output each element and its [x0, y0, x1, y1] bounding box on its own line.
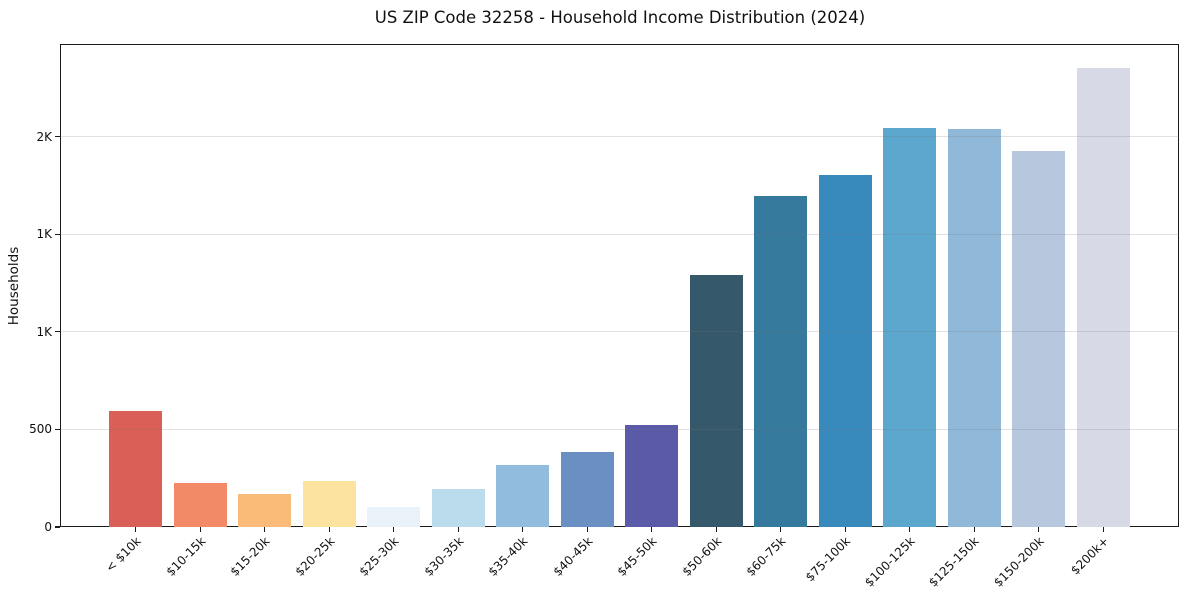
- y-tick-mark: [55, 331, 60, 333]
- x-tick-label-text: $75-100k: [802, 534, 854, 585]
- x-tick-label-text: $50-60k: [679, 534, 725, 579]
- x-tick-label-text: $40-45k: [550, 534, 596, 579]
- bar-$60-75k: [754, 196, 808, 527]
- x-tick-mark: [844, 527, 846, 532]
- x-tick-mark: [973, 527, 975, 532]
- x-tick-label-text: $10-15k: [163, 534, 209, 579]
- x-tick-mark: [135, 527, 137, 532]
- bar-$30-35k: [431, 488, 485, 527]
- bar-$50-60k: [689, 275, 743, 527]
- x-tick-mark: [393, 527, 395, 532]
- x-tick-mark: [909, 527, 911, 532]
- gridline: [60, 428, 1179, 430]
- bar-< $10k: [109, 410, 163, 527]
- bar-$40-45k: [560, 451, 614, 527]
- x-tick-label-text: $60-75k: [743, 534, 789, 579]
- chart-title: US ZIP Code 32258 - Household Income Dis…: [374, 8, 866, 27]
- y-tick-label: 0: [44, 520, 52, 534]
- y-tick-label: 2K: [36, 129, 52, 144]
- x-tick-label-text: $35-40k: [485, 534, 531, 579]
- x-tick-mark: [780, 527, 782, 532]
- x-tick-label-text: $150-200k: [990, 534, 1047, 590]
- y-tick-mark: [55, 428, 60, 430]
- x-tick-label-text: $200k+: [1067, 534, 1112, 578]
- bar-$10-15k: [173, 483, 227, 527]
- y-tick-label: 1K: [36, 227, 52, 242]
- gridline: [60, 136, 1179, 138]
- x-tick-mark: [1038, 527, 1040, 532]
- x-tick-label-text: $125-150k: [926, 534, 983, 590]
- x-tick-mark: [264, 527, 266, 532]
- bar-$45-50k: [625, 424, 679, 527]
- x-tick-label-text: $25-30k: [356, 534, 402, 579]
- bar-$15-20k: [238, 493, 292, 527]
- bar-$100-125k: [883, 127, 937, 527]
- x-tick-mark: [586, 527, 588, 532]
- bar-$35-40k: [496, 464, 550, 527]
- x-tick-mark: [715, 527, 717, 532]
- x-tick-label-text: < $10k: [102, 534, 144, 575]
- plot-area: [60, 44, 1179, 527]
- x-tick-mark: [651, 527, 653, 532]
- y-tick-label: 500: [29, 422, 52, 437]
- y-tick-mark: [55, 233, 60, 235]
- gridline: [60, 233, 1179, 235]
- y-tick-mark: [55, 136, 60, 138]
- x-tick-mark: [328, 527, 330, 532]
- x-tick-label-text: $100-125k: [861, 534, 918, 590]
- y-axis-label-text: Households: [6, 246, 22, 325]
- bar-$150-200k: [1012, 151, 1066, 527]
- x-tick-label-text: $30-35k: [421, 534, 467, 579]
- bar-$75-100k: [818, 174, 872, 527]
- gridline: [60, 331, 1179, 333]
- y-tick-mark: [55, 526, 60, 528]
- x-tick-mark: [522, 527, 524, 532]
- x-tick-mark: [1102, 527, 1104, 532]
- y-axis-label: Households: [0, 44, 28, 527]
- x-tick-mark: [457, 527, 459, 532]
- y-tick-label: 1K: [36, 324, 52, 339]
- bar-$125-150k: [947, 128, 1001, 527]
- bar-$20-25k: [302, 481, 356, 527]
- x-tick-label-text: $45-50k: [614, 534, 660, 579]
- x-tick-label-text: $15-20k: [227, 534, 273, 579]
- x-tick-mark: [199, 527, 201, 532]
- x-tick-label-text: $20-25k: [292, 534, 338, 579]
- bar-$200k+: [1076, 68, 1130, 527]
- bar-$25-30k: [367, 506, 421, 527]
